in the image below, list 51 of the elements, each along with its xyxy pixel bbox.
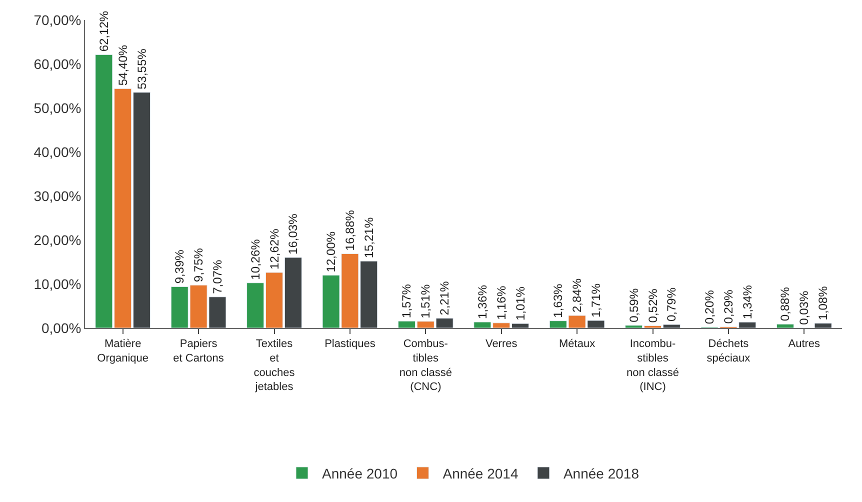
y-tick-label: 70,00%: [34, 12, 82, 28]
data-label: 16,03%: [286, 213, 300, 254]
data-label: 0,03%: [797, 290, 812, 325]
data-label: 1,16%: [494, 286, 508, 320]
y-tick-label: 50,00%: [34, 100, 82, 116]
x-tick-label: Papiers et Cartons: [173, 338, 224, 364]
data-label: 10,26%: [248, 238, 262, 280]
x-tick-label: Incombu- stibles non classé (INC): [626, 338, 680, 394]
data-label: 2,84%: [570, 278, 584, 312]
x-tick-label: Matière Organique: [97, 338, 149, 364]
data-label: 1,36%: [475, 284, 490, 320]
data-label: 9,75%: [192, 248, 206, 282]
x-tick-label: Textiles et couches jetables: [254, 338, 296, 394]
data-label: 12,00%: [324, 231, 338, 272]
x-tick-label: Métaux: [559, 338, 596, 350]
data-label: 1,01%: [513, 286, 528, 321]
y-tick-label: 40,00%: [34, 144, 82, 160]
x-tick-label: Autres: [788, 338, 821, 350]
data-label: 0,59%: [626, 288, 641, 322]
data-label: 54,40%: [116, 44, 130, 86]
data-label: 1,34%: [740, 284, 754, 320]
data-label: 16,88%: [342, 210, 357, 251]
x-tick-label: Déchets spéciaux: [706, 338, 751, 364]
data-label: 62,12%: [96, 10, 111, 52]
data-label: 0,88%: [778, 286, 792, 322]
data-label: 15,21%: [362, 217, 376, 258]
data-label: 0,29%: [721, 289, 736, 324]
data-label: 1,63%: [551, 283, 566, 318]
legend-label: Année 2010: [322, 465, 398, 482]
y-tick-label: 60,00%: [34, 56, 82, 72]
data-label: 9,39%: [172, 249, 187, 284]
data-label: 1,51%: [418, 284, 433, 318]
legend-label: Année 2014: [442, 465, 518, 482]
data-label: 2,21%: [438, 280, 452, 316]
data-label: 1,71%: [588, 283, 603, 318]
data-label: 0,52%: [646, 288, 660, 323]
y-tick-label: 10,00%: [34, 276, 82, 292]
data-label: 1,57%: [400, 284, 414, 318]
data-label: 7,07%: [210, 260, 224, 294]
x-tick-label: Plastiques: [324, 338, 376, 350]
x-tick-label: Combus- tibles non classé (CNC): [399, 338, 452, 394]
data-label: 53,55%: [134, 48, 149, 90]
data-label: 12,62%: [267, 228, 282, 270]
data-label: 0,79%: [664, 287, 679, 322]
y-tick-label: 0,00%: [41, 320, 82, 336]
y-tick-label: 20,00%: [34, 232, 82, 248]
x-tick-label: Verres: [485, 338, 518, 350]
data-label: 1,08%: [816, 286, 830, 320]
data-label: 0,20%: [702, 290, 717, 324]
y-tick-label: 30,00%: [34, 188, 82, 204]
legend-label: Année 2018: [563, 465, 640, 482]
